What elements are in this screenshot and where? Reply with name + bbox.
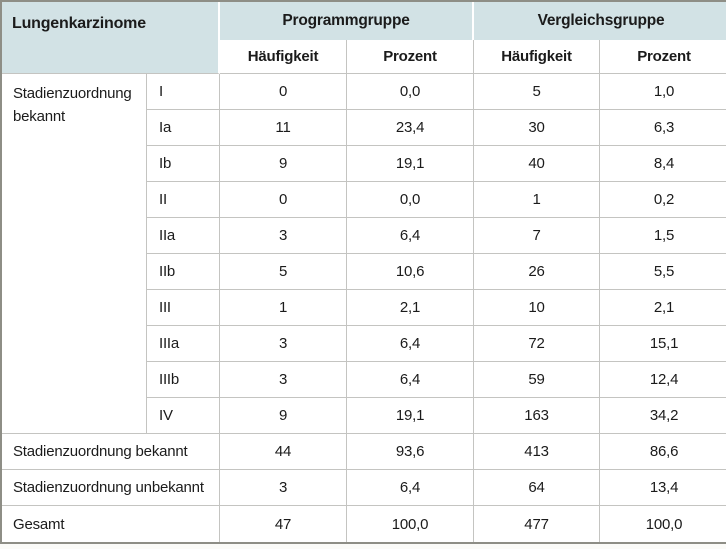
- value-cell: 64: [474, 470, 601, 506]
- value-cell: 15,1: [600, 326, 726, 362]
- table-row-stage-Ib: Ib 9 19,1 40 8,4: [2, 146, 726, 182]
- value-cell: 9: [220, 398, 348, 434]
- value-cell: 3: [220, 326, 348, 362]
- stage-label: III: [147, 290, 221, 326]
- header-row-groups: Lungenkarzinome Programmgruppe Vergleich…: [2, 2, 726, 74]
- stage-label: Ia: [147, 110, 221, 146]
- value-cell: 0,2: [600, 182, 726, 218]
- value-cell: 163: [474, 398, 601, 434]
- value-cell: 1: [474, 182, 601, 218]
- value-cell: 6,4: [347, 470, 475, 506]
- value-cell: 1,5: [600, 218, 726, 254]
- table-title: Lungenkarzinome: [2, 2, 221, 74]
- value-cell: 5: [474, 74, 601, 110]
- value-cell: 3: [220, 218, 348, 254]
- value-cell: 13,4: [600, 470, 726, 506]
- table-row-stage-II: II 0 0,0 1 0,2: [2, 182, 726, 218]
- summary-label: Gesamt: [2, 506, 221, 542]
- group-header-vergleichsgruppe: Vergleichsgruppe: [474, 2, 726, 40]
- value-cell: 6,4: [347, 218, 475, 254]
- value-cell: 7: [474, 218, 601, 254]
- subheader-prozent-programm: Prozent: [347, 40, 475, 74]
- value-cell: 1: [220, 290, 348, 326]
- table-row-stage-IIb: IIb 5 10,6 26 5,5: [2, 254, 726, 290]
- value-cell: 59: [474, 362, 601, 398]
- value-cell: 34,2: [600, 398, 726, 434]
- stage-label: IV: [147, 398, 221, 434]
- value-cell: 30: [474, 110, 601, 146]
- table-row-stage-IIa: IIa 3 6,4 7 1,5: [2, 218, 726, 254]
- value-cell: 5: [220, 254, 348, 290]
- table-row-stage-I: Stadienzuordnung bekannt I 0 0,0 5 1,0: [2, 74, 726, 434]
- value-cell: 1,0: [600, 74, 726, 110]
- stage-label: II: [147, 182, 221, 218]
- table-header: Lungenkarzinome Programmgruppe Vergleich…: [2, 2, 726, 74]
- subheader-haeufigkeit-vergleich: Häufigkeit: [474, 40, 601, 74]
- value-cell: 100,0: [347, 506, 475, 542]
- value-cell: 2,1: [347, 290, 475, 326]
- value-cell: 47: [220, 506, 348, 542]
- stage-label: Ib: [147, 146, 221, 182]
- value-cell: 0,0: [347, 74, 475, 110]
- table-row-summary-unbekannt: Stadienzuordnung unbekannt 3 6,4 64 13,4: [2, 470, 726, 506]
- summary-label: Stadienzuordnung unbekannt: [2, 470, 221, 506]
- value-cell: 10: [474, 290, 601, 326]
- value-cell: 19,1: [347, 146, 475, 182]
- value-cell: 8,4: [600, 146, 726, 182]
- table-row-summary-bekannt: Stadienzuordnung bekannt 44 93,6 413 86,…: [2, 434, 726, 470]
- subheader-haeufigkeit-programm: Häufigkeit: [220, 40, 348, 74]
- table-row-summary-gesamt: Gesamt 47 100,0 477 100,0: [2, 506, 726, 542]
- value-cell: 6,4: [347, 326, 475, 362]
- table-body: Stadienzuordnung bekannt I 0 0,0 5 1,0 I…: [2, 74, 726, 542]
- value-cell: 3: [220, 470, 348, 506]
- table-row-stage-Ia: Ia 11 23,4 30 6,3: [2, 110, 726, 146]
- value-cell: 3: [220, 362, 348, 398]
- value-cell: 44: [220, 434, 348, 470]
- table-row-stage-IIIb: IIIb 3 6,4 59 12,4: [2, 362, 726, 398]
- value-cell: 10,6: [347, 254, 475, 290]
- value-cell: 0: [220, 74, 348, 110]
- value-cell: 9: [220, 146, 348, 182]
- value-cell: 5,5: [600, 254, 726, 290]
- stage-label: IIa: [147, 218, 221, 254]
- value-cell: 93,6: [347, 434, 475, 470]
- value-cell: 6,4: [347, 362, 475, 398]
- value-cell: 11: [220, 110, 348, 146]
- value-cell: 23,4: [347, 110, 475, 146]
- value-cell: 6,3: [600, 110, 726, 146]
- summary-label: Stadienzuordnung bekannt: [2, 434, 221, 470]
- value-cell: 72: [474, 326, 601, 362]
- value-cell: 40: [474, 146, 601, 182]
- value-cell: 477: [474, 506, 601, 542]
- value-cell: 12,4: [600, 362, 726, 398]
- table-row-stage-IIIa: IIIa 3 6,4 72 15,1: [2, 326, 726, 362]
- value-cell: 100,0: [645, 515, 683, 533]
- stage-label: IIIb: [147, 362, 221, 398]
- value-cell: 2,1: [600, 290, 726, 326]
- value-cell: 26: [474, 254, 601, 290]
- value-cell: 0,0: [347, 182, 475, 218]
- table-row-stage-III: III 1 2,1 10 2,1: [2, 290, 726, 326]
- subheader-prozent-vergleich: Prozent: [600, 40, 726, 74]
- stage-label: I: [147, 74, 221, 110]
- value-cell: 86,6: [600, 434, 726, 470]
- section-label: Stadienzuordnung bekannt: [2, 74, 147, 434]
- table-row-stage-IV: IV 9 19,1 163 34,2: [2, 398, 726, 434]
- stage-label: IIIa: [147, 326, 221, 362]
- header-row-subcolumns: Häufigkeit Prozent Häufigkeit Prozent: [2, 40, 726, 74]
- group-header-programmgruppe: Programmgruppe: [220, 2, 475, 40]
- value-cell: 413: [474, 434, 601, 470]
- value-cell: 0: [220, 182, 348, 218]
- value-cell: 19,1: [347, 398, 475, 434]
- stage-label: IIb: [147, 254, 221, 290]
